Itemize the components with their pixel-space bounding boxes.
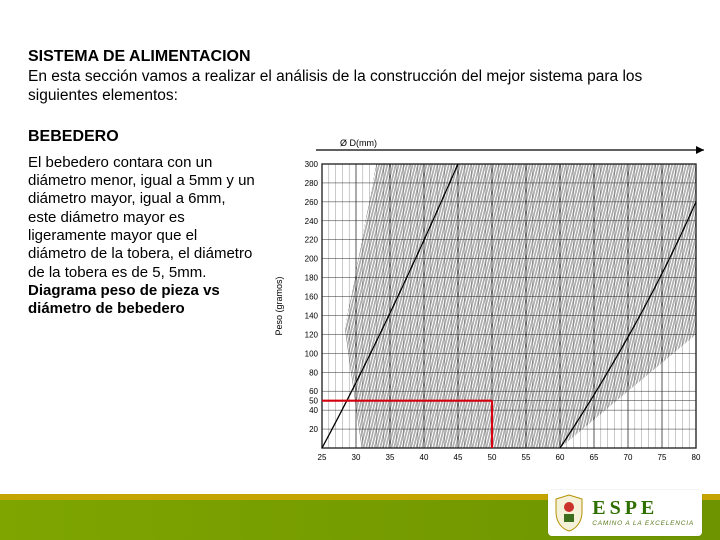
svg-text:240: 240 (305, 217, 319, 226)
svg-text:20: 20 (309, 425, 318, 434)
svg-text:280: 280 (305, 179, 319, 188)
svg-text:75: 75 (658, 453, 667, 462)
svg-text:200: 200 (305, 254, 319, 263)
svg-text:35: 35 (386, 453, 395, 462)
svg-text:300: 300 (305, 160, 319, 169)
svg-text:120: 120 (305, 330, 319, 339)
svg-text:80: 80 (692, 453, 701, 462)
svg-text:Ø D(mm): Ø D(mm) (340, 138, 377, 148)
paragraph-text: El bebedero contara con un diámetro meno… (28, 154, 255, 281)
logo-block: ESPE CAMINO A LA EXCELENCIA (548, 490, 702, 536)
svg-text:160: 160 (305, 292, 319, 301)
svg-text:140: 140 (305, 311, 319, 320)
svg-text:260: 260 (305, 198, 319, 207)
logo-abbr: ESPE (592, 498, 694, 518)
svg-text:40: 40 (309, 406, 318, 415)
paragraph-bold: Diagrama peso de pieza vs diámetro de be… (28, 282, 220, 317)
crest-icon (554, 494, 584, 532)
chart-svg: Ø D(mm) Peso (gramos) 300 280 260 240 220 200 18… (268, 136, 708, 476)
body-row: El bebedero contara con un diámetro meno… (28, 154, 692, 474)
svg-text:100: 100 (305, 349, 319, 358)
svg-text:70: 70 (624, 453, 633, 462)
svg-text:30: 30 (352, 453, 361, 462)
svg-text:50: 50 (309, 396, 318, 405)
logo-text: ESPE CAMINO A LA EXCELENCIA (592, 498, 694, 528)
content-area: SISTEMA DE ALIMENTACION En esta sección … (28, 48, 692, 474)
svg-text:180: 180 (305, 273, 319, 282)
svg-text:65: 65 (590, 453, 599, 462)
svg-text:Peso (gramos): Peso (gramos) (274, 276, 284, 335)
intro-text: En esta sección vamos a realizar el anál… (28, 67, 692, 106)
slide: SISTEMA DE ALIMENTACION En esta sección … (0, 0, 720, 540)
svg-text:220: 220 (305, 235, 319, 244)
svg-text:25: 25 (318, 453, 327, 462)
section-title: SISTEMA DE ALIMENTACION (28, 48, 692, 66)
chart-container: Ø D(mm)Peso (gramos)30028026024022020018… (268, 154, 692, 474)
body-paragraph: El bebedero contara con un diámetro meno… (28, 154, 258, 474)
svg-text:40: 40 (420, 453, 429, 462)
svg-text:45: 45 (454, 453, 463, 462)
svg-text:60: 60 (309, 387, 318, 396)
svg-text:55: 55 (522, 453, 531, 462)
svg-text:80: 80 (309, 368, 318, 377)
logo-tagline: CAMINO A LA EXCELENCIA (592, 521, 694, 528)
footer: ESPE CAMINO A LA EXCELENCIA (0, 484, 720, 540)
svg-text:50: 50 (488, 453, 497, 462)
svg-text:60: 60 (556, 453, 565, 462)
